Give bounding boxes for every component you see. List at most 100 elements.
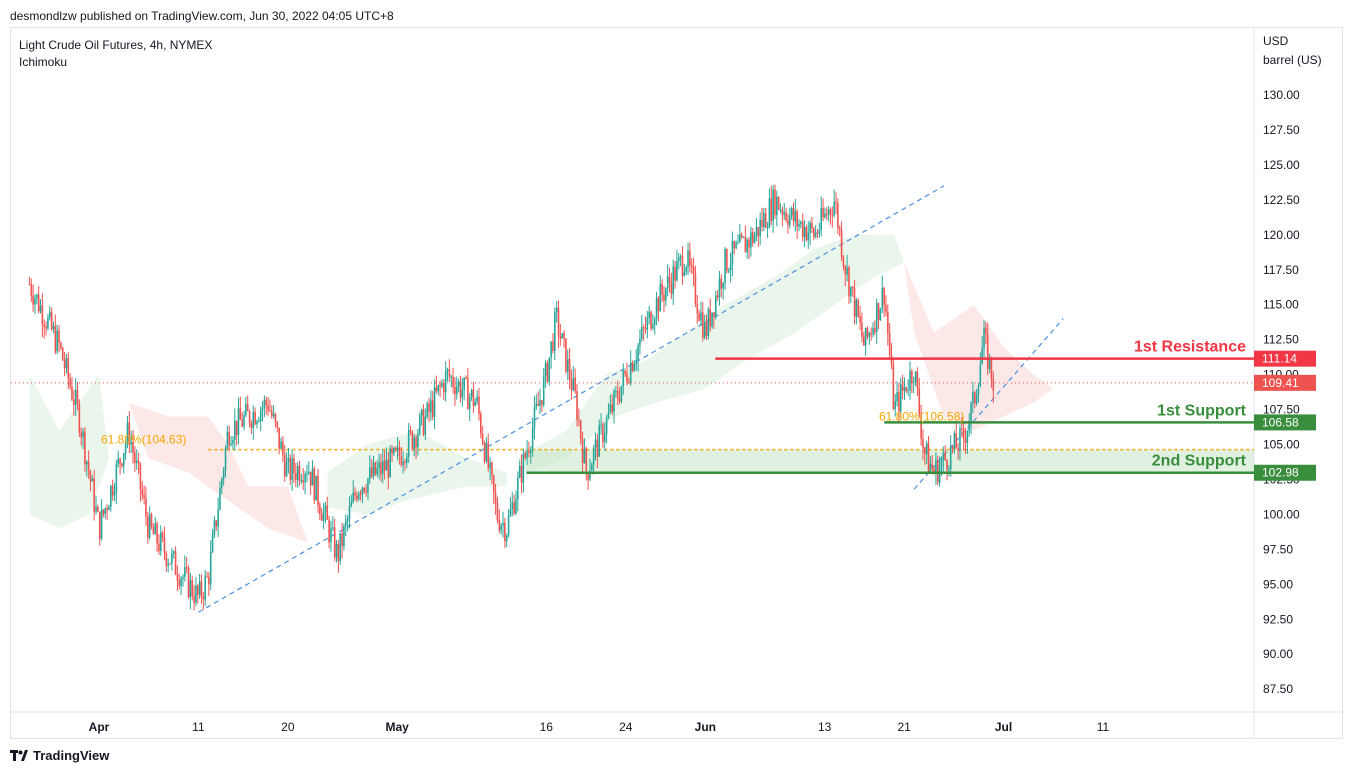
candle-body [624,370,626,374]
candle-body [300,480,303,482]
candle-body [927,443,930,472]
y-tick-label: 117.50 [1263,263,1299,277]
candle-body [746,239,749,253]
candle-body [911,371,913,384]
candle-body [43,324,46,327]
candle-body [681,256,684,276]
candle-body [648,311,650,319]
candle-body [946,459,948,470]
candle-body [163,537,166,554]
candle-body [58,330,60,344]
candle-body [256,421,258,425]
candle-body [720,278,723,289]
candle-body [583,448,586,463]
candle-body [846,267,848,275]
candle-body [430,400,432,413]
candle-body [356,495,358,500]
candle-body [110,485,112,507]
candle-body [912,382,915,384]
x-tick-label: 20 [281,720,295,734]
candle-body [407,430,410,457]
candle-body [964,438,967,443]
candle-body [866,327,869,337]
candle-body [446,369,449,371]
candle-body [742,236,745,238]
candle-body [914,371,917,383]
candle-body [953,433,956,449]
candle-body [659,283,662,312]
candle-body [291,458,293,480]
candle-body [97,506,99,512]
candle-body [563,333,565,339]
candle-body [929,463,932,472]
candle-body [296,466,299,480]
candle-body [629,362,632,383]
candle-body [609,404,612,413]
candle-body [509,508,512,516]
candle-body [211,534,214,552]
candle-body [328,519,330,543]
candle-body [454,386,456,395]
candle-body [378,462,380,469]
candle-body [411,431,414,449]
candle-body [106,508,108,511]
candle-body [193,596,195,603]
candle-body [561,333,564,339]
candle-body [54,326,57,352]
candle-body [315,475,317,501]
candle-body [337,544,340,562]
candle-body [98,511,101,539]
candle-body [50,311,53,330]
candle-body [85,461,88,465]
candle-body [306,473,308,475]
level-label: 2nd Support [1152,453,1247,470]
candle-body [962,428,965,439]
candle-body [711,312,713,327]
level-price-tag-text: 102.98 [1262,466,1299,480]
candle-body [740,234,743,238]
price-chart[interactable]: Light Crude Oil Futures, 4h, NYMEX Ichimo… [11,28,1342,738]
publish-info: desmondlzw published on TradingView.com,… [10,9,394,23]
candle-body [357,493,360,500]
candle-body [78,403,81,433]
candle-body [814,232,817,237]
candle-body [666,276,669,289]
ichimoku-cloud-3 [327,430,507,515]
candle-body [718,278,721,298]
candle-body [150,514,153,527]
candle-body [457,381,460,387]
candle-body [877,303,880,321]
candle-body [494,493,497,504]
candle-body [245,404,247,416]
candle-body [961,428,963,430]
x-tick-label: 11 [192,720,205,734]
candle-body [990,357,993,380]
candle-body [346,519,349,522]
candle-body [339,533,342,562]
candle-body [450,376,453,378]
candle-body [925,443,928,454]
candle-body [840,229,843,257]
candle-body [365,491,367,493]
candle-body [348,506,351,520]
tradingview-brand[interactable]: TradingView [33,748,110,763]
candle-body [537,403,539,406]
candle-body [949,446,952,470]
candle-body [252,411,255,428]
candle-body [550,341,552,358]
candle-body [526,451,528,458]
candle-body [766,227,769,229]
y-tick-label: 107.50 [1263,403,1300,417]
candle-body [785,212,787,221]
candle-body [95,506,97,512]
candle-body [735,242,737,249]
candle-body [361,487,364,495]
x-tick-label: 21 [897,720,911,734]
candle-body [885,305,887,312]
candle-body [548,357,551,382]
candle-body [633,364,636,371]
candle-body [985,328,987,335]
chart-frame[interactable]: Light Crude Oil Futures, 4h, NYMEX Ichimo… [10,27,1343,739]
candle-body [311,468,314,486]
candle-body [842,256,845,267]
